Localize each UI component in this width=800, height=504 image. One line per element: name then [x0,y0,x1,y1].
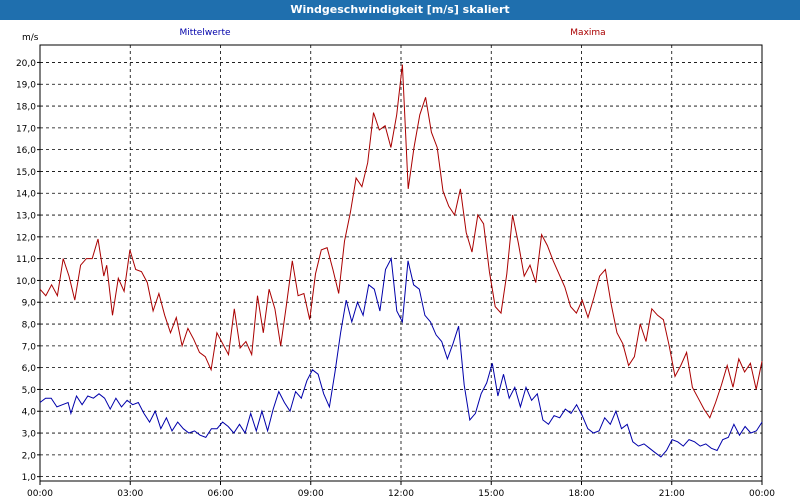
x-tick-label-time: 21:00 [659,489,685,499]
y-tick-label: 13,0 [16,212,36,222]
legend-entry-mittelwerte: Mittelwerte [179,28,230,38]
axes: 1,0 2,0 3,0 4,0 5,0 6,0 7,0 8,0 9,0 10,0 11,0 12,0 1… [16,33,775,499]
y-tick-label: 3,0 [22,430,37,440]
y-tick-label: 4,0 [22,408,37,418]
grid [39,45,763,481]
x-tick-label-time: 00:00 [27,489,53,499]
series [39,64,763,458]
series-line-mittelwerte [39,256,763,458]
y-axis-label: m/s [22,33,39,43]
x-tick-label-time: 00:00 [749,489,775,499]
chart-title: Windgeschwindigkeit [m/s] skaliert [0,0,800,20]
y-tick-label: 9,0 [22,299,37,309]
y-tick-label: 17,0 [16,124,36,134]
y-tick-label: 10,0 [16,277,36,287]
chart-area: 1,0 2,0 3,0 4,0 5,0 6,0 7,0 8,0 9,0 10,0 11,0 12,0 1… [0,20,800,500]
wind-speed-chart: 1,0 2,0 3,0 4,0 5,0 6,0 7,0 8,0 9,0 10,0 11,0 12,0 1… [16,28,775,499]
y-tick-label: 11,0 [16,255,36,265]
x-tick-label-time: 09:00 [298,489,324,499]
y-tick-label: 20,0 [16,59,36,69]
y-tick-label: 8,0 [22,321,37,331]
x-tick-label-time: 18:00 [569,489,595,499]
x-tick-label-time: 12:00 [388,489,414,499]
y-tick-label: 5,0 [22,386,37,396]
y-tick-label: 2,0 [22,451,37,461]
y-tick-label: 18,0 [16,103,36,113]
legend-entry-maxima: Maxima [570,28,605,38]
y-tick-label: 19,0 [16,81,36,91]
y-tick-label: 16,0 [16,146,36,156]
y-tick-label: 7,0 [22,342,37,352]
y-tick-label: 12,0 [16,233,36,243]
y-tick-label: 14,0 [16,190,36,200]
y-tick-label: 6,0 [22,364,37,374]
x-tick-label-time: 06:00 [208,489,234,499]
y-tick-label: 15,0 [16,168,36,178]
x-tick-label-time: 15:00 [478,489,504,499]
x-tick-label-time: 03:00 [117,489,143,499]
legend: Mittelwerte Maxima [179,28,605,38]
series-line-maxima [39,64,763,419]
y-tick-label: 1,0 [22,473,37,483]
